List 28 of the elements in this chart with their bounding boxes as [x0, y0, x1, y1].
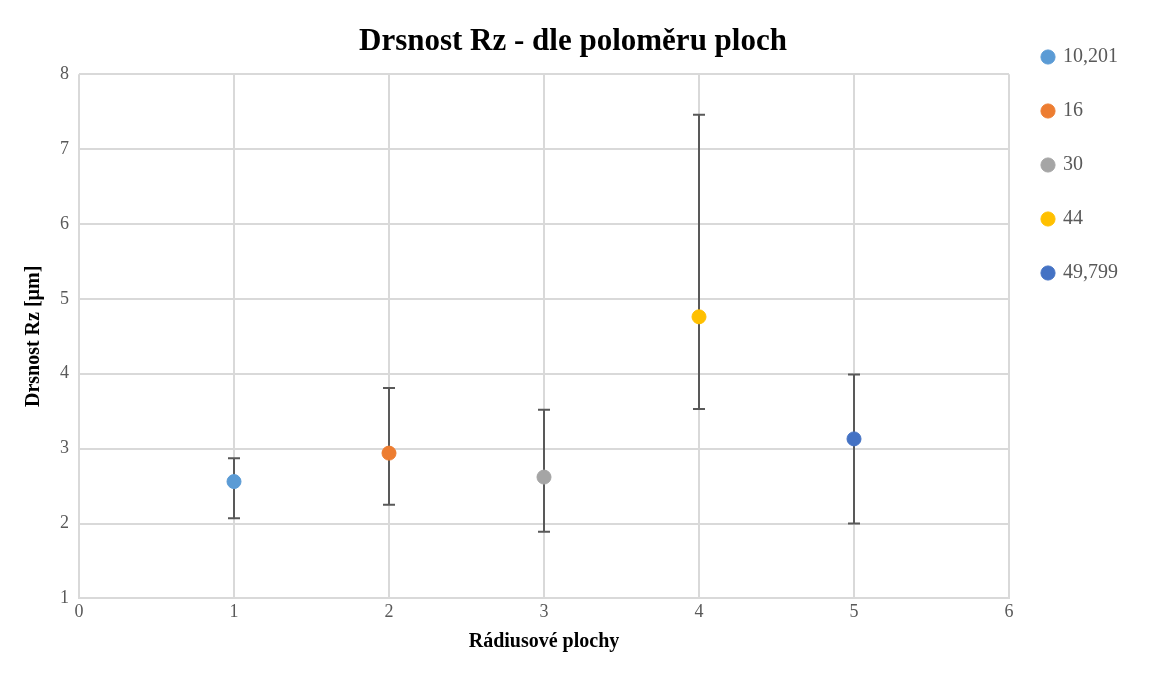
x-tick-label: 3: [539, 600, 549, 621]
legend-label: 49,799: [1063, 260, 1118, 283]
x-tick-label: 4: [694, 600, 704, 621]
x-tick-label: 6: [1004, 600, 1014, 621]
legend-label: 44: [1063, 206, 1083, 229]
point: [846, 431, 862, 447]
x-tick-label: 0: [74, 600, 84, 621]
y-tick-label: 3: [60, 437, 69, 458]
y-tick-label: 4: [60, 362, 69, 383]
x-tick-label: 5: [849, 600, 859, 621]
point: [536, 469, 552, 485]
x-tick-label: 1: [229, 600, 239, 621]
y-axis-title: Drsnost Rz [µm]: [21, 265, 45, 408]
y-tick-label: 7: [60, 137, 69, 158]
y-tick-label: 1: [60, 587, 69, 608]
legend-label: 30: [1063, 152, 1083, 175]
legend-label: 10,201: [1063, 44, 1118, 67]
x-axis-title: Rádiusové plochy: [468, 629, 620, 653]
point: [381, 445, 397, 461]
x-tick-label: 2: [384, 600, 394, 621]
point: [226, 474, 242, 490]
legend-label: 16: [1063, 98, 1083, 121]
y-tick-label: 2: [60, 512, 69, 533]
y-tick-label: 5: [60, 287, 69, 308]
y-tick-label: 6: [60, 212, 69, 233]
chart-title: Drsnost Rz - dle poloměru ploch: [359, 21, 787, 57]
y-tick-label: 8: [60, 62, 69, 83]
point: [691, 309, 707, 325]
